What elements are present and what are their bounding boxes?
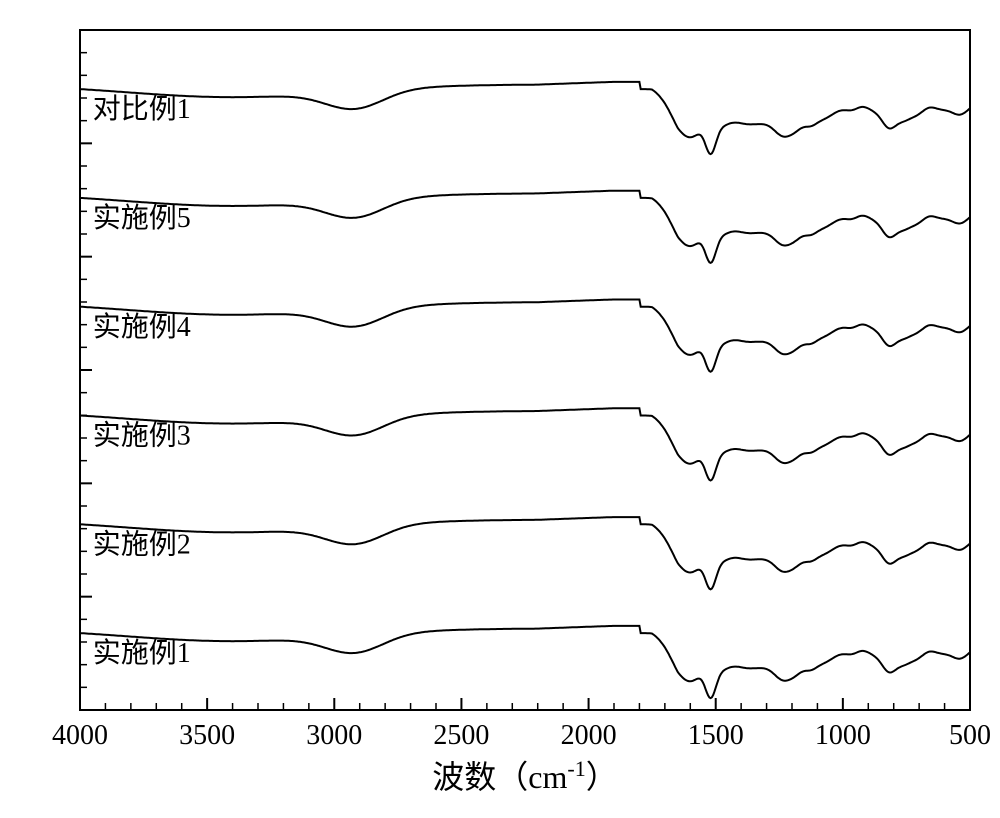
series-label-1: 实施例5 [93, 202, 191, 234]
svg-text:4000: 4000 [52, 720, 108, 751]
svg-text:2000: 2000 [561, 720, 617, 751]
svg-text:1500: 1500 [688, 720, 744, 751]
svg-text:波数（cm-1）: 波数（cm-1） [432, 756, 617, 796]
series-label-0: 对比例1 [93, 93, 191, 125]
spectrum-1 [80, 191, 970, 263]
spectrum-3 [80, 408, 970, 480]
svg-text:500: 500 [949, 720, 990, 751]
series-label-4: 实施例2 [93, 528, 191, 560]
svg-text:3000: 3000 [306, 720, 362, 751]
series-label-5: 实施例1 [93, 637, 191, 669]
spectrum-5 [80, 626, 970, 698]
svg-text:2500: 2500 [433, 720, 489, 751]
spectrum-4 [80, 517, 970, 589]
svg-text:3500: 3500 [179, 720, 235, 751]
series-label-2: 实施例4 [93, 311, 191, 343]
spectrum-2 [80, 300, 970, 372]
chart-svg: 4000 3500 3000 2500 2000 1500 1000 500 波数（cm-1） 对… [10, 10, 990, 808]
series-label-3: 实施例3 [93, 420, 191, 452]
ftir-chart: { "chart": { "type": "line", "width": 98… [10, 10, 990, 808]
spectrum-0 [80, 82, 970, 154]
svg-text:1000: 1000 [815, 720, 871, 751]
